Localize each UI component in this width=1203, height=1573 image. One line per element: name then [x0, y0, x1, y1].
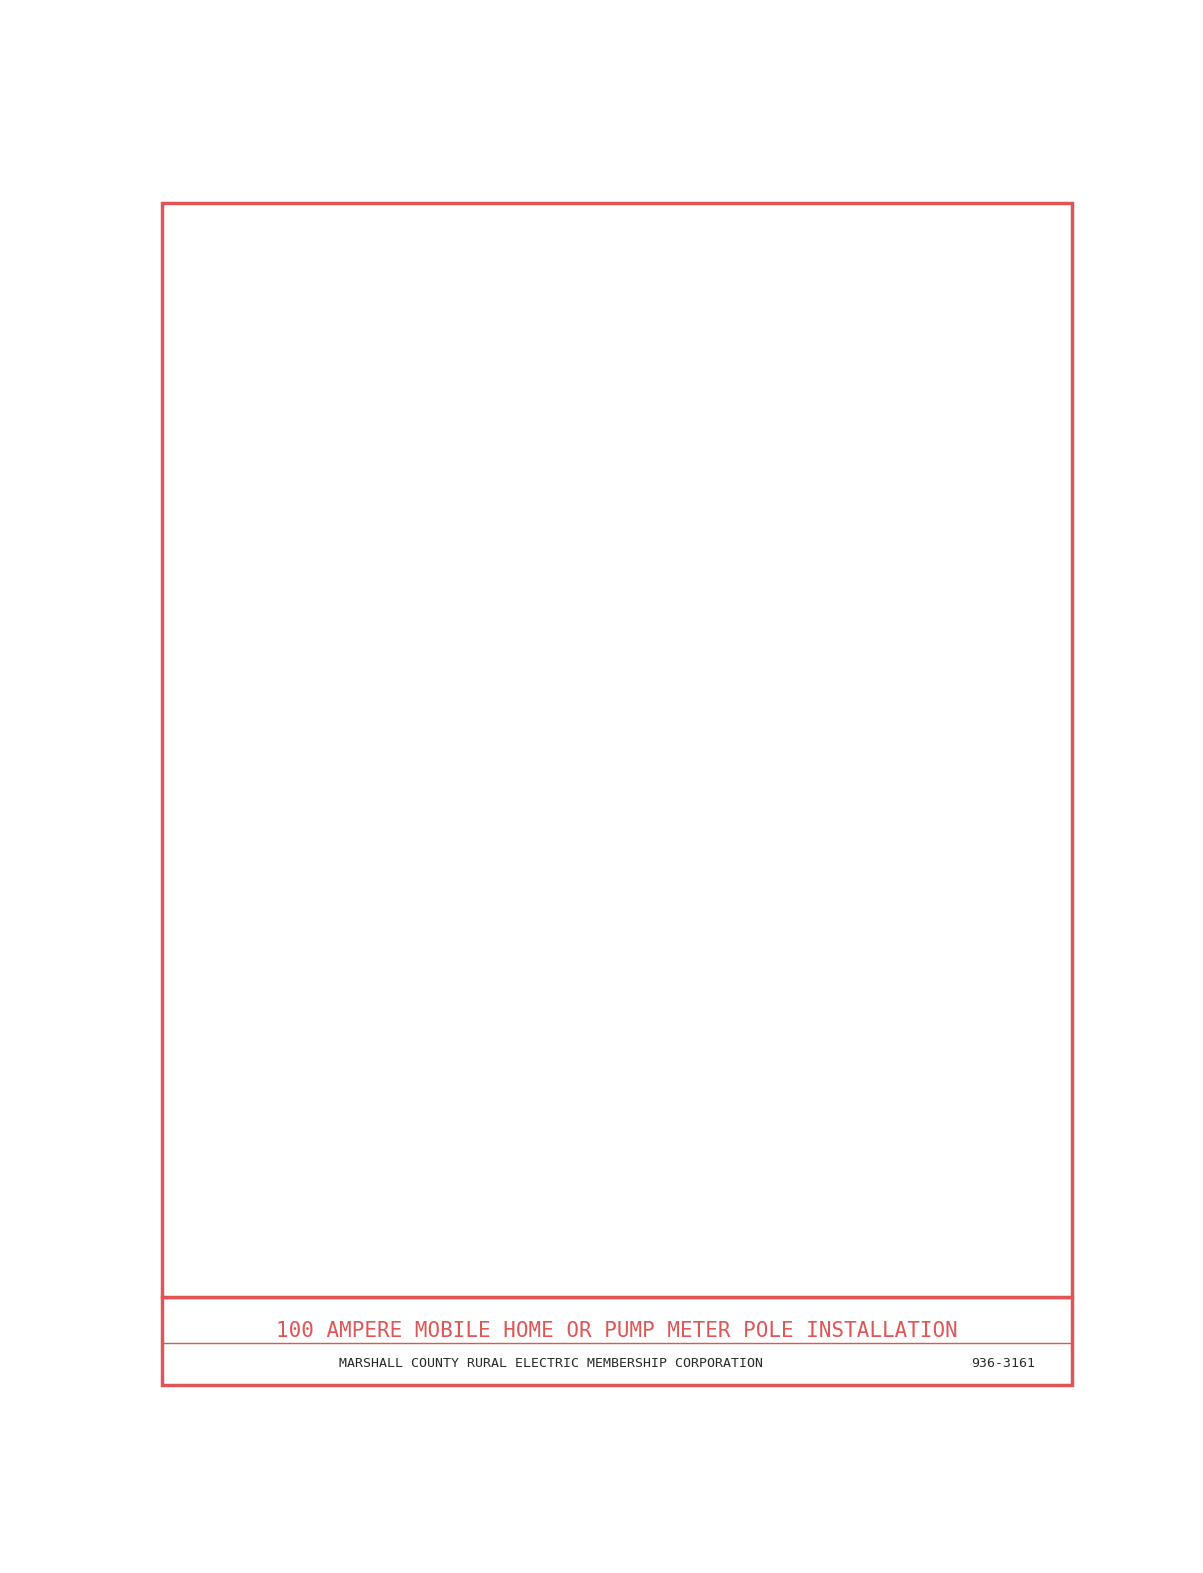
Bar [469, 486, 503, 497]
Bar [469, 371, 503, 382]
Text: 18': 18' [334, 513, 357, 527]
Text: 25': 25' [297, 713, 320, 725]
Text: MARSHALL COUNTY RURAL ELECTRIC MEMBERSHIP CORPORATION: MARSHALL COUNTY RURAL ELECTRIC MEMBERSHI… [339, 1357, 763, 1370]
Bar [161, 1298, 1072, 1386]
Text: 1 1/4″ METER BASE-100 AMP
(FURNISHED BY R.E.M.C.): 1 1/4″ METER BASE-100 AMP (FURNISHED BY … [563, 892, 818, 920]
Circle shape [446, 871, 488, 925]
Bar [432, 942, 503, 949]
Text: 12": 12" [482, 1162, 503, 1172]
Text: 18": 18" [498, 252, 521, 264]
Bar [379, 856, 556, 942]
Text: 30' POLE (CAN BE PURCHASED
AT YOUR R.E.M.C.): 30' POLE (CAN BE PURCHASED AT YOUR R.E.M… [469, 565, 825, 593]
Bar [500, 266, 521, 282]
Text: STRAPS (S.E.C. 1 EVERY 4'): STRAPS (S.E.C. 1 EVERY 4') [502, 376, 825, 414]
Bar [389, 949, 546, 1015]
Bar [473, 834, 499, 849]
Text: 1 1/2″ GALVANIZED
RIGID CONDUIT
OR
SCH 80 PVC: 1 1/2″ GALVANIZED RIGID CONDUIT OR SCH 8… [168, 1038, 290, 1096]
Text: WEATHERHEAD: WEATHERHEAD [494, 330, 718, 343]
Text: WEATHERPROOF DISCONNECT
(100 AMP): WEATHERPROOF DISCONNECT (100 AMP) [553, 966, 804, 994]
Text: 5': 5' [306, 1219, 320, 1232]
Text: 18": 18" [432, 1306, 452, 1315]
Text: 1 1/4″ WEATHERPROOF CONNECTOR: 1 1/4″ WEATHERPROOF CONNECTOR [504, 834, 847, 846]
Bar [469, 716, 503, 728]
Bar [469, 607, 503, 618]
Text: 936-3161: 936-3161 [972, 1357, 1036, 1370]
Circle shape [443, 867, 492, 930]
Text: 1/2″ GALV. CONDUIT OR 1/2″ PVC SCH 80
MECH. PROTECTION ON #6 BARE SOLID
COPPER G: 1/2″ GALV. CONDUIT OR 1/2″ PVC SCH 80 ME… [503, 1040, 903, 1082]
Text: 5'-6": 5'-6" [320, 1004, 357, 1018]
Text: -(2) 1/2″x10' or (2) 5/8″x8' COPPERWELD
DRIVEN GROUND RODS WITH COPPER CLAMPS.
-: -(2) 1/2″x10' or (2) 5/8″x8' COPPERWELD … [640, 1109, 894, 1243]
Text: 100 AMPERE MOBILE HOME OR PUMP METER POLE INSTALLATION: 100 AMPERE MOBILE HOME OR PUMP METER POL… [275, 1321, 958, 1340]
Text: S.E.C. CABLE-1 1/4″ OR 1 1/2″
SCH 40 PVC RIGID CONDUIT: S.E.C. CABLE-1 1/4″ OR 1 1/2″ SCH 40 PVC… [479, 466, 847, 494]
Text: 100 AMP 3 #2 CU. THW
18″ DRIP LOOP: 100 AMP 3 #2 CU. THW 18″ DRIP LOOP [640, 253, 782, 289]
